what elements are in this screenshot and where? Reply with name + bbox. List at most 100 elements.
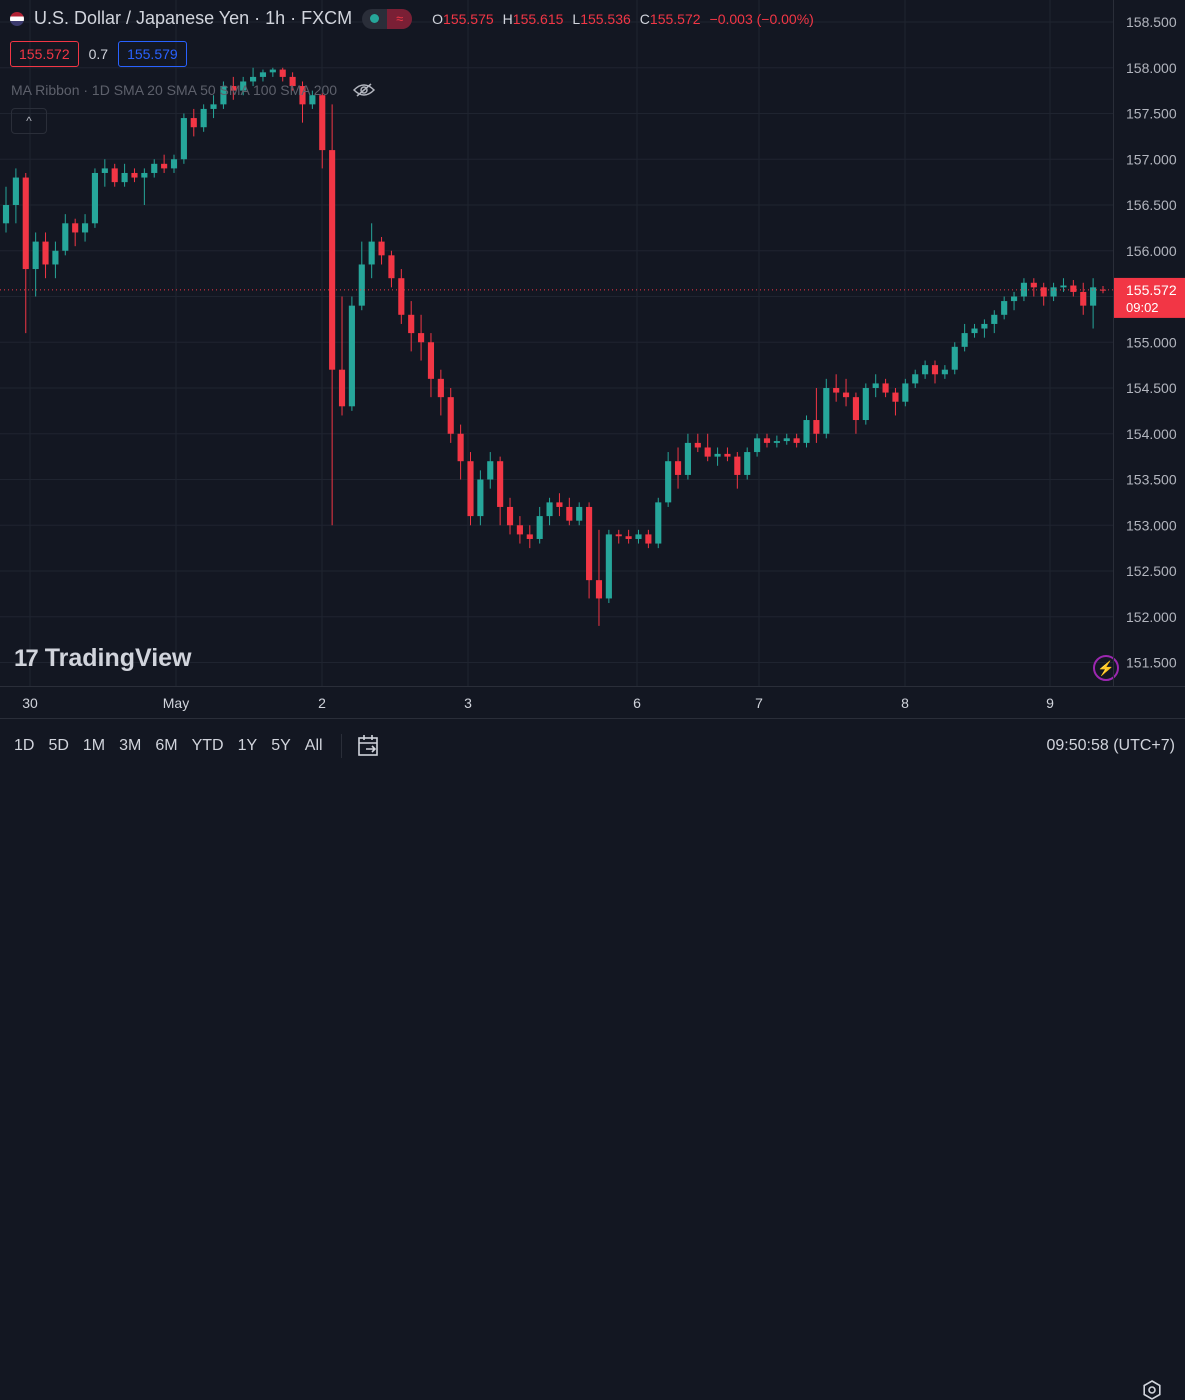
candle xyxy=(734,452,741,489)
time-tick-label: 9 xyxy=(1046,695,1054,711)
candle xyxy=(645,529,652,549)
chart-settings-gear-icon[interactable] xyxy=(1142,1380,1162,1400)
candle xyxy=(1010,291,1018,311)
candle xyxy=(1060,278,1067,292)
candle-body xyxy=(200,108,207,128)
candle-body xyxy=(734,456,741,475)
candle-body xyxy=(289,76,296,87)
candle-body xyxy=(971,328,978,334)
candle xyxy=(902,378,909,407)
range-1m-button[interactable]: 1M xyxy=(82,737,106,754)
bar-countdown-label: 09:02 xyxy=(1126,300,1159,315)
candle xyxy=(378,237,385,265)
close-label: C xyxy=(639,10,650,27)
tradingview-logo[interactable]: 17 TradingView xyxy=(14,644,192,673)
range-all-button[interactable]: All xyxy=(304,737,323,754)
close-value: 155.572 xyxy=(649,10,701,27)
price-axis[interactable]: 158.500 158.000 157.500 157.000 156.500 156.0… xyxy=(1113,0,1185,686)
candle xyxy=(319,93,326,169)
time-tick-label: 3 xyxy=(464,695,472,711)
range-5d-button[interactable]: 5D xyxy=(48,737,69,754)
candle-body xyxy=(506,506,514,526)
candle xyxy=(22,172,29,334)
candle xyxy=(398,269,405,324)
candle-body xyxy=(902,383,909,402)
candle-body xyxy=(852,397,859,421)
range-3m-button[interactable]: 3M xyxy=(119,737,142,754)
candle-body xyxy=(418,333,425,343)
candle-body xyxy=(338,369,346,407)
indicator-legend[interactable]: MA Ribbon · 1D SMA 20 SMA 50 SMA 100 SMA… xyxy=(11,82,376,98)
candle-body xyxy=(516,525,523,535)
timezone-clock[interactable]: 09:50:58 (UTC+7) xyxy=(1046,737,1175,754)
buy-price-button[interactable]: 155.579 xyxy=(118,41,187,67)
price-tick-label: 152.000 xyxy=(1126,609,1177,625)
candle xyxy=(161,154,168,173)
range-1y-button[interactable]: 1Y xyxy=(237,737,258,754)
candle xyxy=(42,232,49,279)
range-ytd-button[interactable]: YTD xyxy=(191,737,224,754)
time-axis[interactable]: 30 May 2 3 6 7 8 9 xyxy=(0,686,1185,1400)
candle-body xyxy=(427,342,435,379)
current-price-label: 155.572 xyxy=(1126,282,1177,298)
candle xyxy=(309,90,316,109)
market-status-toggle[interactable]: ≈ xyxy=(362,8,413,29)
symbol-title[interactable]: U.S. Dollar / Japanese Yen · 1h · FXCM xyxy=(34,8,353,28)
chart-area[interactable]: U.S. Dollar / Japanese Yen · 1h · FXCM ≈… xyxy=(0,0,1119,686)
candle-body xyxy=(576,506,583,521)
price-axis-scale[interactable]: 158.500 158.000 157.500 157.000 156.500 156.0… xyxy=(1114,0,1185,686)
candle xyxy=(783,433,790,445)
eye-crossed-icon[interactable] xyxy=(353,83,376,97)
candle xyxy=(1050,282,1057,302)
candle-body xyxy=(81,223,89,233)
candle xyxy=(279,67,286,82)
range-5y-button[interactable]: 5Y xyxy=(271,737,291,754)
candle-body xyxy=(615,534,622,537)
time-axis-scale[interactable]: 30 May 2 3 6 7 8 9 xyxy=(0,687,1113,719)
candle-body xyxy=(842,392,850,398)
candle-body xyxy=(704,447,711,457)
candle-body xyxy=(655,502,662,544)
high-value: 155.615 xyxy=(512,10,564,27)
candle-body xyxy=(497,461,504,507)
candle xyxy=(250,67,257,87)
candle-body xyxy=(477,479,484,517)
candle xyxy=(724,447,731,462)
candle xyxy=(259,69,267,82)
candle-body xyxy=(32,241,39,270)
price-tick-label: 152.500 xyxy=(1126,563,1177,579)
candle-body xyxy=(674,461,682,475)
candle xyxy=(674,447,682,489)
candle-body xyxy=(487,461,494,480)
candle-body xyxy=(714,453,721,457)
open-label: O xyxy=(432,10,444,27)
candle xyxy=(961,323,968,352)
candle xyxy=(289,72,296,91)
candle xyxy=(329,104,336,526)
candle-body xyxy=(2,205,10,224)
candle xyxy=(586,502,593,599)
candle xyxy=(348,296,355,411)
candle xyxy=(951,342,958,375)
candle xyxy=(240,76,247,96)
range-6m-button[interactable]: 6M xyxy=(155,737,178,754)
candle xyxy=(487,452,494,489)
candle-body xyxy=(1080,291,1087,306)
lightning-icon[interactable]: ⚡ xyxy=(1093,655,1119,681)
candle xyxy=(823,378,830,439)
goto-date-calendar-icon[interactable] xyxy=(356,733,382,759)
collapse-legend-button[interactable]: ^ xyxy=(11,108,47,134)
candle xyxy=(655,497,662,549)
candlestick-chart[interactable] xyxy=(0,0,1113,686)
open-value: 155.575 xyxy=(443,10,494,27)
candle xyxy=(121,163,128,187)
range-1d-button[interactable]: 1D xyxy=(14,737,35,754)
sell-price-button[interactable]: 155.572 xyxy=(10,41,79,67)
candle-body xyxy=(161,163,168,169)
candle xyxy=(862,383,869,425)
candle-body xyxy=(595,580,603,599)
candle-body xyxy=(170,159,178,169)
candle xyxy=(754,433,761,457)
candle xyxy=(388,250,395,288)
candle-body xyxy=(1060,285,1067,288)
